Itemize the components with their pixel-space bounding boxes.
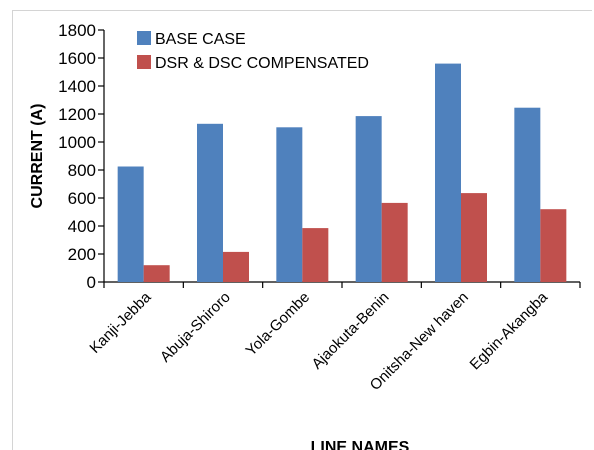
- x-tick-label: Egbin-Akangba: [467, 288, 552, 373]
- y-tick-label: 1000: [58, 133, 96, 152]
- legend: BASE CASE DSR & DSC COMPENSATED: [137, 31, 369, 72]
- y-tick-label: 1800: [58, 21, 96, 40]
- bar-base-case: [514, 107, 541, 282]
- x-tick-label: Yola-Gombe: [243, 289, 314, 360]
- category-labels: Kanji-Jebba Abuja-Shiroro Yola-GombeAjaoku…: [86, 288, 551, 394]
- x-tick-label: Ajaokuta-Benin: [309, 289, 393, 373]
- x-axis-title: LINE NAMES: [311, 439, 410, 450]
- x-tick-label: Kanji-Jebba: [86, 288, 155, 357]
- y-tick-label: 400: [68, 217, 96, 236]
- bar-compensated: [381, 202, 408, 282]
- chart-frame: [12, 10, 592, 450]
- y-tick-label: 1200: [58, 105, 96, 124]
- y-tick-label: 1400: [58, 77, 96, 96]
- bar-compensated: [540, 209, 567, 282]
- bar-base-case: [276, 127, 303, 282]
- bars: [117, 63, 567, 282]
- legend-swatch-compensated: [137, 55, 151, 69]
- bar-base-case: [197, 123, 223, 282]
- y-tick-label: 600: [68, 189, 96, 208]
- y-tick-label: 0: [87, 273, 96, 292]
- x-tick-label: Abuja-Shiroro: [157, 289, 234, 366]
- y-axis-title: CURRENT (A): [29, 104, 46, 209]
- y-tick-label: 200: [68, 245, 96, 264]
- bar-base-case: [435, 63, 461, 282]
- legend-label-base-case: BASE CASE: [155, 31, 246, 48]
- x-axis: [103, 281, 581, 288]
- bar-base-case: [117, 166, 144, 282]
- bar-compensated: [461, 193, 487, 282]
- y-axis: 0 200 400 600 800 1000 1200 1400 1600 1800: [58, 21, 105, 292]
- y-tick-label: 800: [68, 161, 96, 180]
- bar-compensated: [302, 228, 329, 282]
- legend-swatch-base-case: [137, 31, 151, 45]
- bar-base-case: [355, 116, 382, 282]
- y-tick-label: 1600: [58, 49, 96, 68]
- legend-label-compensated: DSR & DSC COMPENSATED: [155, 55, 369, 72]
- bar-compensated: [143, 265, 170, 282]
- bar-compensated: [223, 251, 249, 282]
